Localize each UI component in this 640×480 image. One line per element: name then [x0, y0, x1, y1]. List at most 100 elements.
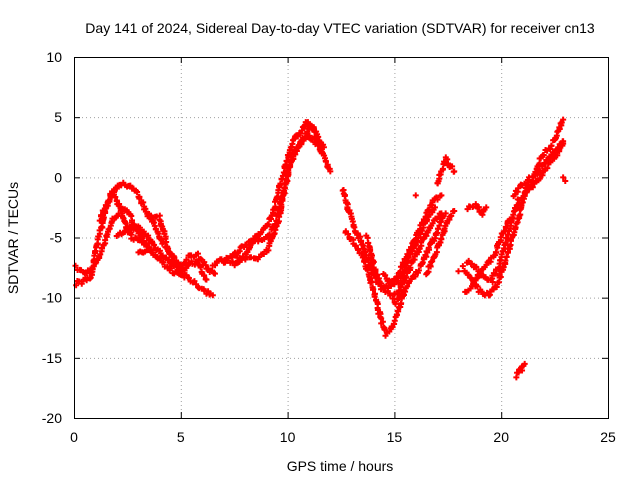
data-point-marker	[415, 267, 422, 274]
data-point-marker	[209, 292, 216, 299]
data-point-marker	[423, 232, 430, 239]
y-tick-labels: 10 5 0 -5 -10 -15 -20	[42, 49, 62, 426]
data-point-marker	[412, 192, 419, 199]
data-point-marker	[398, 291, 405, 298]
data-point-marker	[530, 174, 537, 181]
data-point-marker	[212, 262, 219, 269]
data-point-marker	[560, 138, 567, 145]
data-point-marker	[143, 240, 150, 247]
data-point-marker	[429, 258, 436, 265]
data-point-marker	[395, 279, 402, 286]
data-point-marker	[501, 228, 508, 235]
data-point-marker	[365, 239, 372, 246]
data-point-marker	[431, 204, 438, 211]
data-point-marker	[134, 188, 141, 195]
axis-ticks	[74, 57, 609, 419]
data-point-marker	[173, 262, 180, 269]
data-point-marker	[247, 254, 254, 261]
data-point-marker	[417, 231, 424, 238]
data-point-marker	[404, 283, 411, 290]
y-tick-label: 5	[54, 109, 62, 125]
data-point-marker	[121, 229, 128, 236]
data-point-marker	[300, 135, 307, 142]
data-point-marker	[418, 239, 425, 246]
data-point-marker	[492, 249, 499, 256]
y-tick-label: -15	[42, 350, 62, 366]
data-point-marker	[497, 234, 504, 241]
data-point-marker	[438, 192, 445, 199]
data-point-marker	[229, 258, 236, 265]
x-tick-labels: 0 5 10 15 20 25	[70, 429, 616, 445]
data-point-marker	[191, 278, 198, 285]
data-point-marker	[437, 218, 444, 225]
data-point-marker	[282, 161, 289, 168]
data-point-marker	[224, 257, 231, 264]
data-point-marker	[438, 236, 445, 243]
x-tick-label: 25	[600, 429, 616, 445]
data-point-marker	[386, 328, 393, 335]
data-point-marker	[368, 278, 375, 285]
data-point-marker	[197, 264, 204, 271]
data-point-marker	[130, 226, 137, 233]
data-point-marker	[560, 174, 567, 181]
data-point-marker	[468, 260, 475, 267]
data-point-marker	[320, 144, 327, 151]
data-point-marker	[547, 146, 554, 153]
data-point-marker	[371, 293, 378, 300]
data-point-marker	[238, 256, 245, 263]
data-point-marker	[205, 265, 212, 272]
data-point-marker	[168, 253, 175, 260]
data-point-marker	[380, 285, 387, 292]
data-point-marker	[178, 271, 185, 278]
data-point-marker	[265, 221, 272, 228]
data-point-marker	[556, 125, 563, 132]
data-point-marker	[548, 142, 555, 149]
data-point-marker	[434, 196, 441, 203]
data-point-marker	[529, 184, 536, 191]
data-point-marker	[425, 268, 432, 275]
data-point-marker	[211, 270, 218, 277]
data-point-marker	[448, 212, 455, 219]
data-point-marker	[455, 268, 462, 275]
data-point-marker	[160, 259, 167, 266]
data-point-marker	[194, 250, 201, 257]
data-points	[72, 116, 569, 381]
data-point-marker	[318, 150, 325, 157]
data-point-marker	[103, 203, 110, 210]
data-point-marker	[193, 281, 200, 288]
chart-title: Day 141 of 2024, Sidereal Day-to-day VTE…	[85, 20, 595, 36]
x-tick-label: 5	[177, 429, 185, 445]
data-point-marker	[96, 217, 103, 224]
data-point-marker	[165, 256, 172, 263]
y-tick-label: -20	[42, 410, 62, 426]
y-tick-label: -5	[50, 230, 63, 246]
data-point-marker	[465, 257, 472, 264]
data-point-marker	[78, 280, 85, 287]
data-point-marker	[554, 152, 561, 159]
data-point-marker	[395, 288, 402, 295]
data-point-marker	[72, 262, 79, 269]
data-point-marker	[106, 198, 113, 205]
y-tick-label: 0	[54, 169, 62, 185]
x-tick-label: 0	[70, 429, 78, 445]
data-point-marker	[327, 168, 334, 175]
data-point-marker	[127, 182, 134, 189]
data-point-marker	[451, 168, 458, 175]
data-point-marker	[449, 163, 456, 170]
data-point-marker	[474, 283, 481, 290]
x-axis-title: GPS time / hours	[287, 458, 394, 474]
data-point-marker	[101, 207, 108, 214]
data-point-marker	[451, 208, 458, 215]
data-point-marker	[407, 264, 414, 271]
y-tick-label: 10	[46, 49, 62, 65]
data-point-marker	[345, 231, 352, 238]
data-point-marker	[483, 204, 490, 211]
data-point-marker	[355, 246, 362, 253]
data-point-marker	[389, 324, 396, 331]
data-point-marker	[344, 204, 351, 211]
data-point-marker	[201, 272, 208, 279]
data-point-marker	[414, 237, 421, 244]
data-point-marker	[266, 231, 273, 238]
data-point-marker	[473, 264, 480, 271]
